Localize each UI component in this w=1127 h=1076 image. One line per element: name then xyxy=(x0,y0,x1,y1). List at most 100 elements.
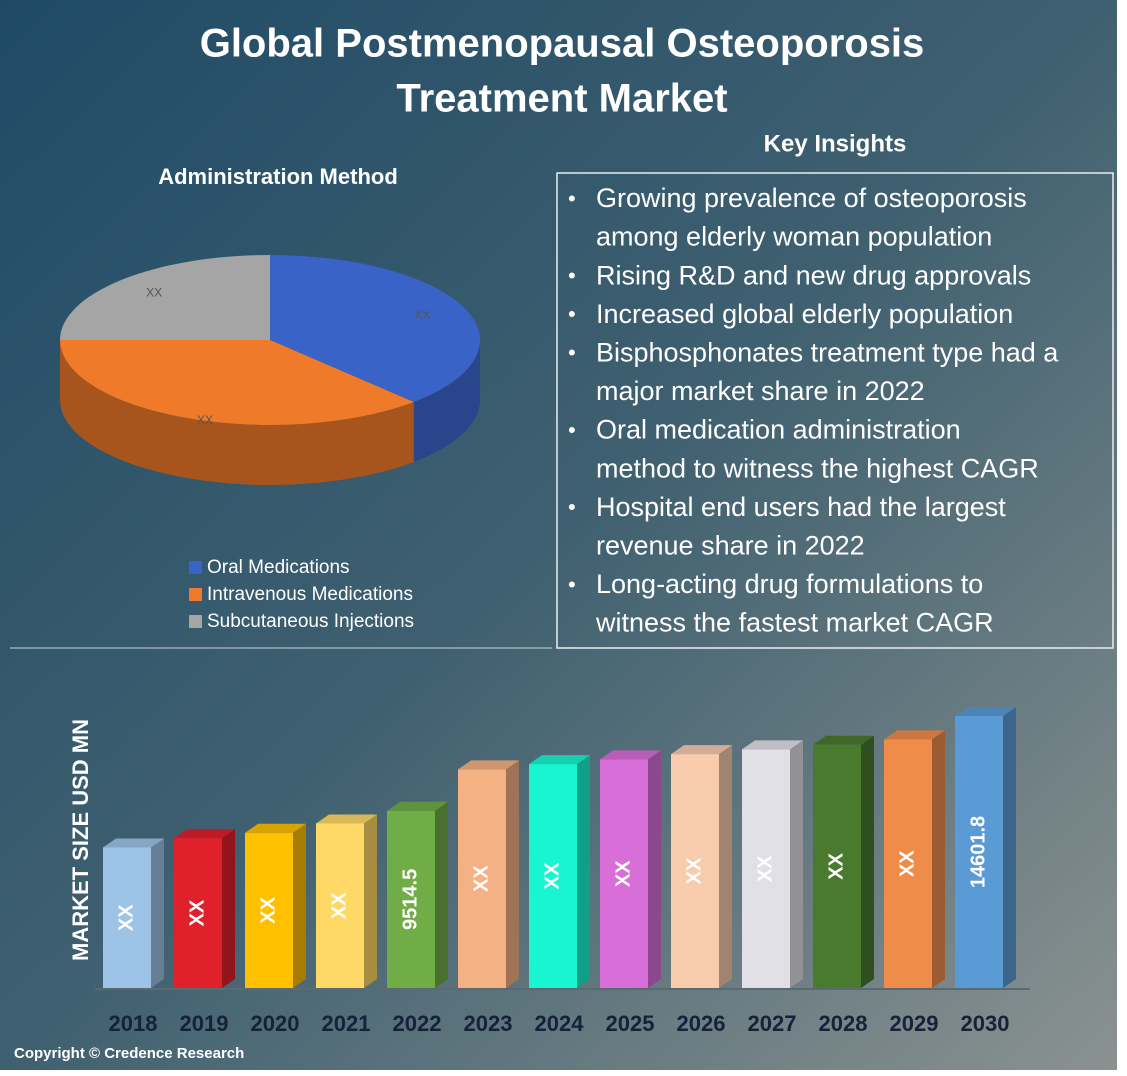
bar-side xyxy=(648,750,661,988)
insight-text: Hospital end users had the largest xyxy=(596,492,1006,522)
bar xyxy=(245,832,293,988)
bar-side xyxy=(222,829,235,988)
insight-text: major market share in 2022 xyxy=(596,376,925,406)
bar-top xyxy=(103,838,164,848)
bullet: • xyxy=(568,495,576,520)
pie-side xyxy=(413,340,480,462)
x-tick-label: 2024 xyxy=(535,1011,585,1036)
data-label: XX xyxy=(186,899,208,926)
title: Treatment Market xyxy=(396,77,727,121)
x-tick-label: 2027 xyxy=(748,1011,797,1036)
y-axis-label: MARKET SIZE USD MN xyxy=(68,719,93,961)
x-tick-label: 2029 xyxy=(890,1011,939,1036)
bar xyxy=(458,769,506,988)
bar xyxy=(103,847,151,988)
bar-side xyxy=(364,814,377,988)
bullet: • xyxy=(568,572,576,597)
x-tick-label: 2018 xyxy=(109,1011,158,1036)
pie-title: Administration Method xyxy=(158,164,398,189)
bullet: • xyxy=(568,417,576,442)
bar-side xyxy=(435,801,448,988)
data-label: XX xyxy=(683,857,705,884)
x-tick-label: 2028 xyxy=(819,1011,868,1036)
x-tick-label: 2021 xyxy=(322,1011,371,1036)
bullet: • xyxy=(568,186,576,211)
bar xyxy=(884,739,932,988)
bar-side xyxy=(719,745,732,988)
data-label: XX xyxy=(896,850,918,877)
data-label: XX xyxy=(414,308,430,322)
bar xyxy=(174,838,222,988)
pie-slice xyxy=(60,340,414,426)
x-tick-label: 2022 xyxy=(393,1011,442,1036)
bar-top xyxy=(245,823,306,833)
data-label: XX xyxy=(197,413,213,427)
bar-top xyxy=(884,730,945,740)
insight-text: revenue share in 2022 xyxy=(596,531,865,561)
bar-top xyxy=(955,707,1016,716)
data-label: XX xyxy=(612,860,634,887)
bar-side xyxy=(293,823,306,988)
x-tick-label: 2023 xyxy=(464,1011,513,1036)
bullet: • xyxy=(568,302,576,327)
data-label: XX xyxy=(470,865,492,892)
x-tick-label: 2019 xyxy=(180,1011,229,1036)
bar xyxy=(600,759,648,988)
bar-top xyxy=(529,755,590,765)
copyright: Copyright © Credence Research xyxy=(14,1045,244,1062)
bar-side xyxy=(151,838,164,988)
insight-text: among elderly woman population xyxy=(596,222,992,252)
legend-swatch xyxy=(189,615,202,628)
insight-text: Long-acting drug formulations to xyxy=(596,569,983,599)
bar-side xyxy=(577,755,590,988)
data-label: XX xyxy=(541,862,563,889)
bar xyxy=(529,764,577,988)
bar-top xyxy=(671,745,732,755)
pie-side xyxy=(60,340,414,486)
bar-side xyxy=(1003,707,1016,988)
bar xyxy=(387,810,435,988)
insight-text: Growing prevalence of osteoporosis xyxy=(596,183,1027,213)
pie-slice xyxy=(270,255,481,402)
x-tick-label: 2030 xyxy=(961,1011,1010,1036)
bar-side xyxy=(932,730,945,988)
x-tick-label: 2025 xyxy=(606,1011,655,1036)
insights-box xyxy=(556,172,1114,649)
bar-side xyxy=(861,735,874,988)
data-label: XX xyxy=(115,904,137,931)
x-tick-label: 2026 xyxy=(677,1011,726,1036)
data-label: XX xyxy=(328,892,350,919)
data-label: XX xyxy=(146,285,162,299)
legend-swatch xyxy=(189,561,202,574)
insight-text: Oral medication administration xyxy=(596,415,961,445)
bar xyxy=(742,749,790,988)
bar-top xyxy=(316,814,377,824)
pie-slice xyxy=(60,255,270,340)
bar-top xyxy=(813,735,874,745)
legend-swatch xyxy=(189,588,202,601)
bar-top xyxy=(600,750,661,760)
data-label: XX xyxy=(257,896,279,923)
bar xyxy=(671,754,719,988)
bar-top xyxy=(387,801,448,811)
title: Global Postmenopausal Osteoporosis xyxy=(200,22,925,66)
data-label: 14601.8 xyxy=(967,816,989,888)
data-label: XX xyxy=(754,855,776,882)
data-label: 9514.5 xyxy=(399,869,421,930)
bar-side xyxy=(506,760,519,988)
insight-text: witness the fastest market CAGR xyxy=(595,608,994,638)
bar xyxy=(955,716,1003,988)
bar-top xyxy=(458,760,519,770)
bar-top xyxy=(174,829,235,839)
insight-text: Bisphosphonates treatment type had a xyxy=(596,338,1059,368)
bar-side xyxy=(790,740,803,988)
insight-text: method to witness the highest CAGR xyxy=(596,453,1039,483)
bullet: • xyxy=(568,263,576,288)
bar xyxy=(316,823,364,988)
insights-title: Key Insights xyxy=(764,130,907,157)
data-label: XX xyxy=(825,852,847,879)
legend-label: Intravenous Medications xyxy=(207,584,413,605)
bar-top xyxy=(742,740,803,750)
insight-text: Rising R&D and new drug approvals xyxy=(596,260,1031,290)
